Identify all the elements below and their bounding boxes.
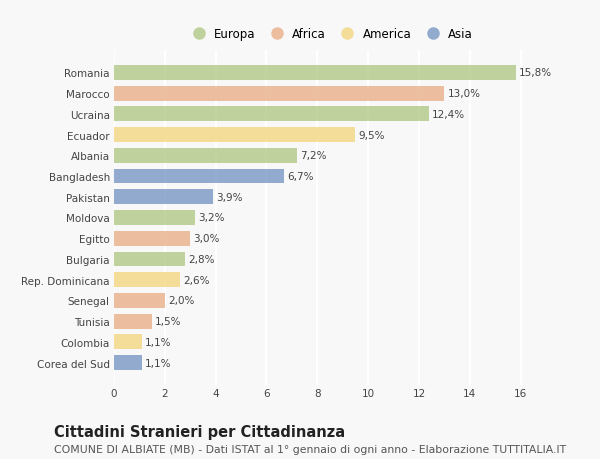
Bar: [114, 273, 180, 287]
Text: Cittadini Stranieri per Cittadinanza: Cittadini Stranieri per Cittadinanza: [54, 425, 345, 440]
Legend: Europa, Africa, America, Asia: Europa, Africa, America, Asia: [182, 23, 478, 45]
Bar: [114, 293, 165, 308]
Bar: [114, 107, 429, 122]
Bar: [114, 149, 297, 163]
Text: 13,0%: 13,0%: [448, 89, 481, 99]
Text: 2,8%: 2,8%: [188, 254, 215, 264]
Bar: [114, 231, 190, 246]
Bar: [114, 211, 196, 225]
Bar: [114, 128, 355, 143]
Bar: [114, 66, 515, 81]
Text: 12,4%: 12,4%: [432, 110, 465, 119]
Text: 9,5%: 9,5%: [358, 130, 385, 140]
Bar: [114, 355, 142, 370]
Text: 1,5%: 1,5%: [155, 317, 182, 326]
Text: 3,0%: 3,0%: [193, 234, 220, 244]
Text: 1,1%: 1,1%: [145, 358, 172, 368]
Bar: [114, 169, 284, 184]
Text: 1,1%: 1,1%: [145, 337, 172, 347]
Bar: [114, 252, 185, 267]
Text: 2,0%: 2,0%: [168, 296, 194, 306]
Bar: [114, 190, 213, 205]
Text: 3,9%: 3,9%: [216, 192, 242, 202]
Bar: [114, 335, 142, 350]
Text: 7,2%: 7,2%: [300, 151, 326, 161]
Bar: [114, 314, 152, 329]
Bar: [114, 86, 445, 101]
Text: 6,7%: 6,7%: [287, 172, 314, 182]
Text: 3,2%: 3,2%: [199, 213, 225, 223]
Text: 2,6%: 2,6%: [183, 275, 209, 285]
Text: 15,8%: 15,8%: [518, 68, 551, 78]
Text: COMUNE DI ALBIATE (MB) - Dati ISTAT al 1° gennaio di ogni anno - Elaborazione TU: COMUNE DI ALBIATE (MB) - Dati ISTAT al 1…: [54, 444, 566, 454]
